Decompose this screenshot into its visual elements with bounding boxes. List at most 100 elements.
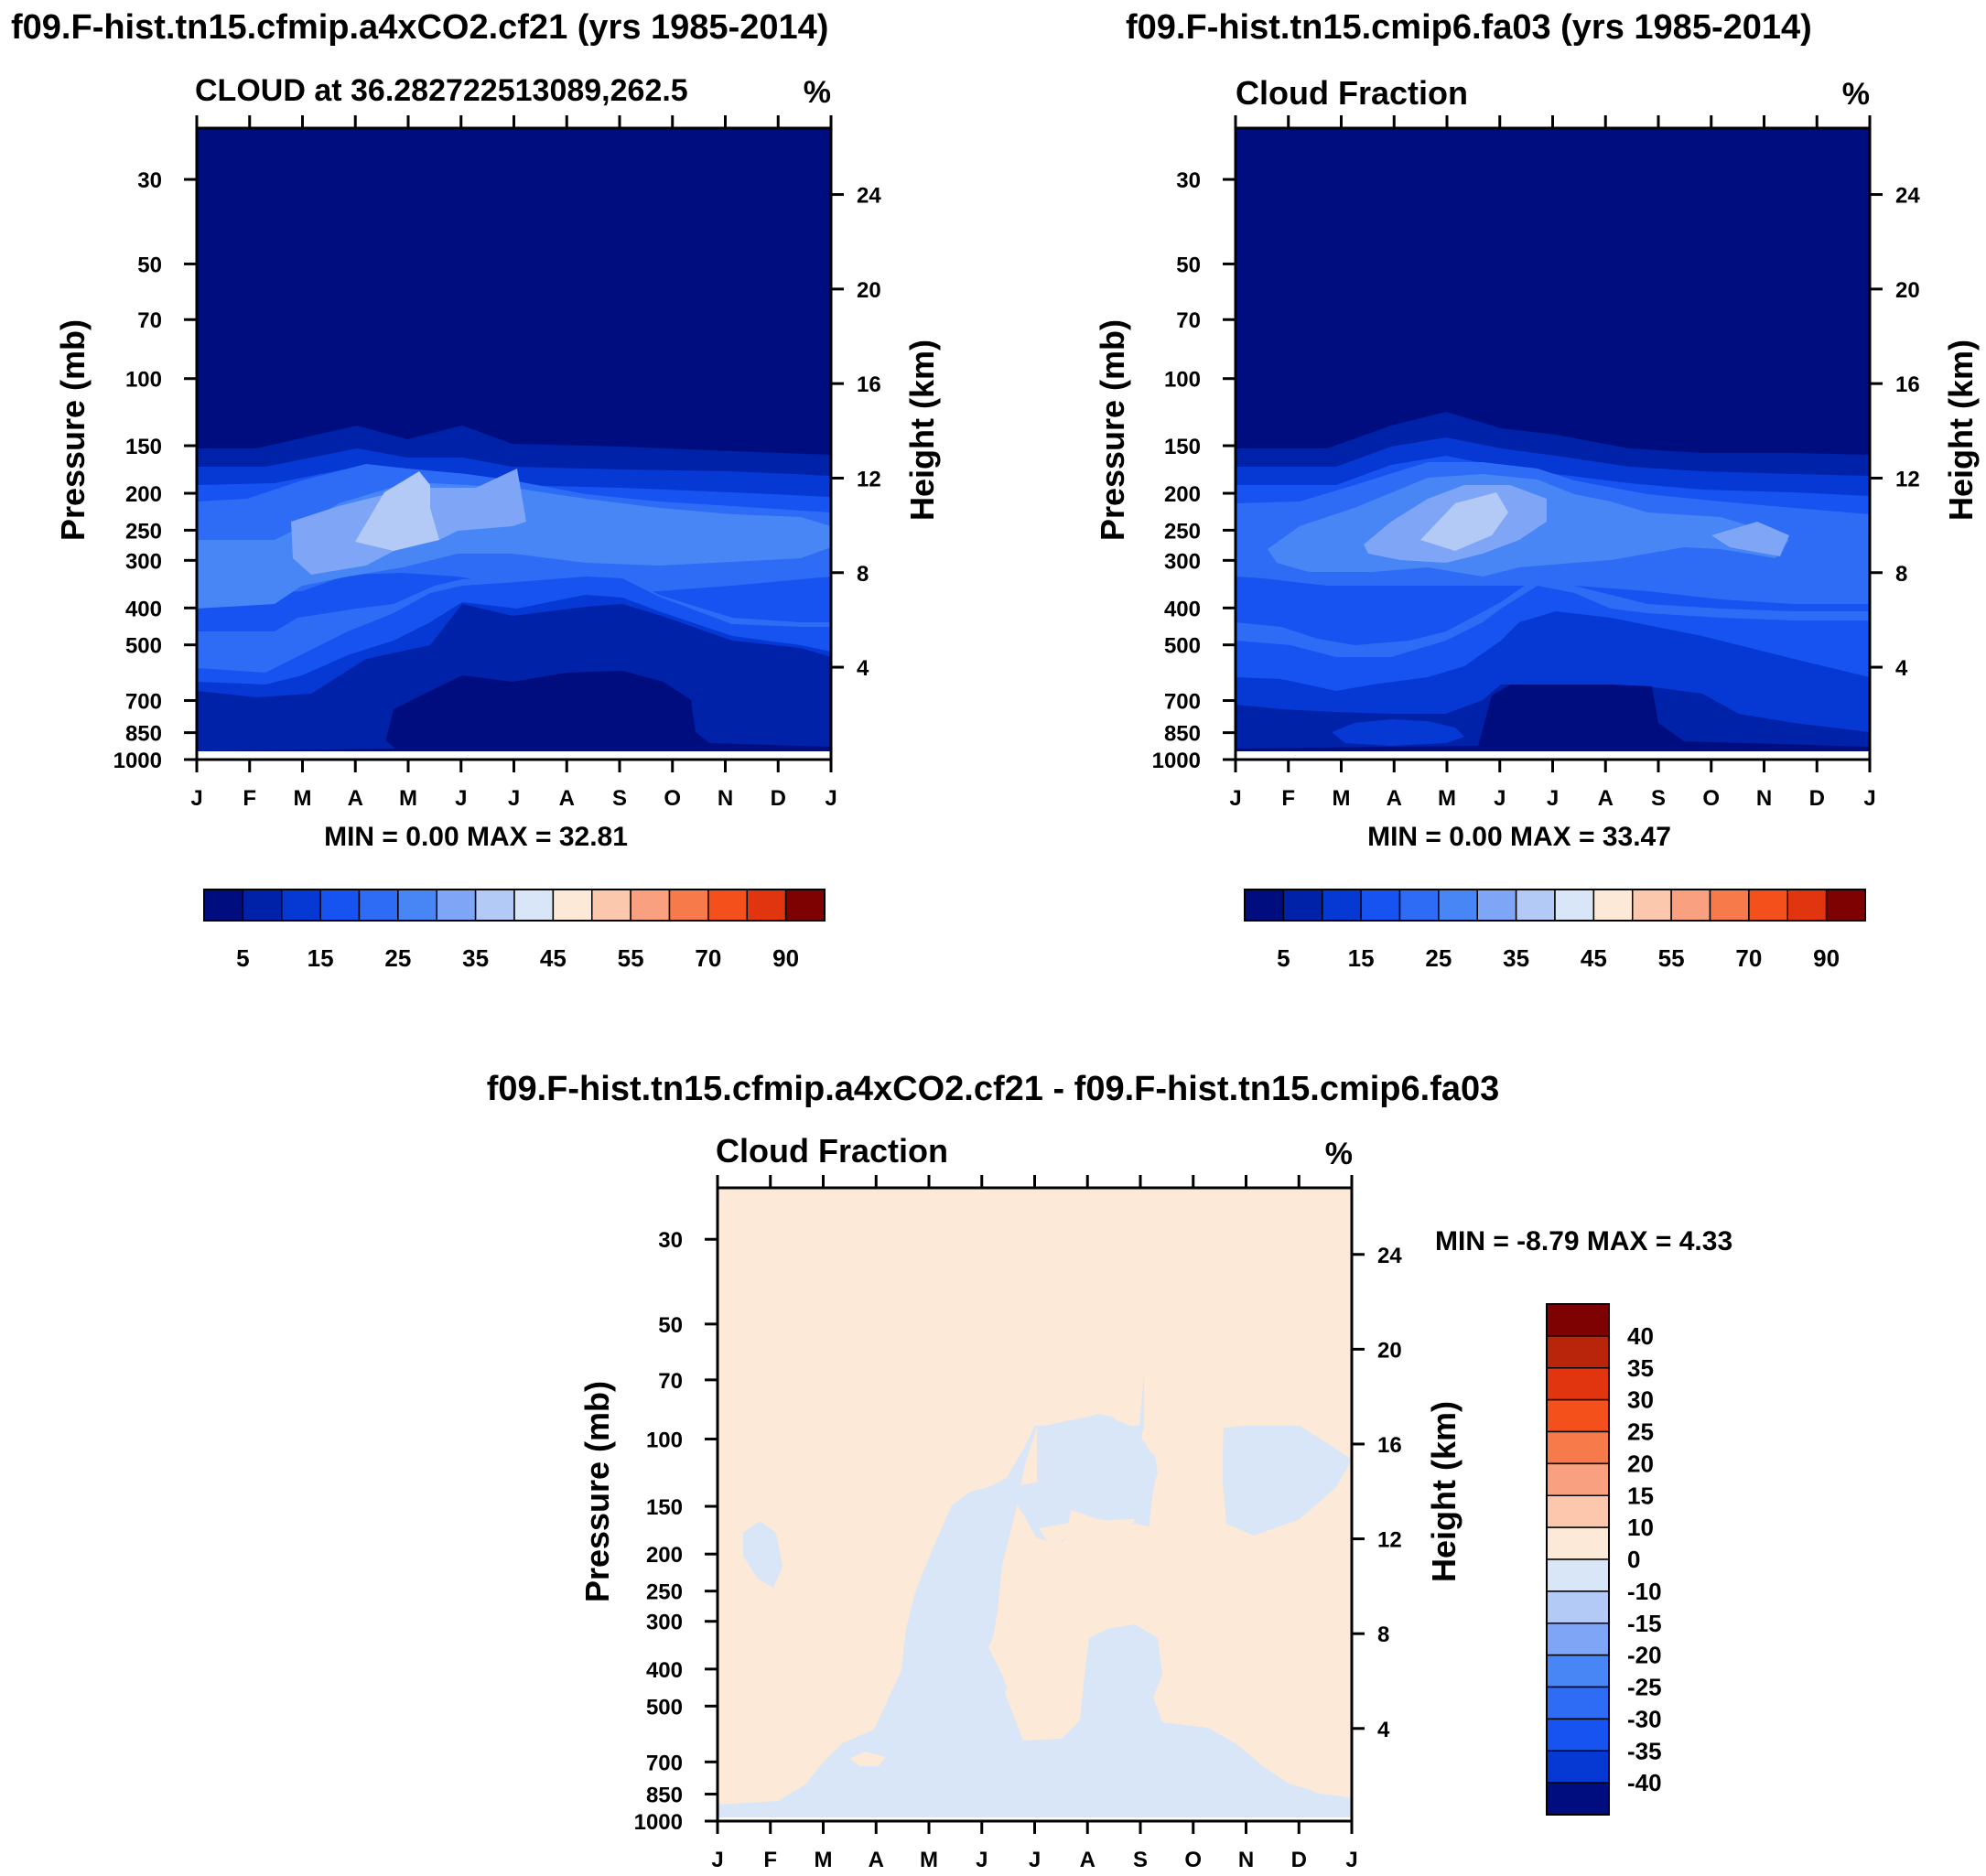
colorbar-box [1244, 889, 1285, 922]
x-tick-label: M [1333, 786, 1351, 811]
panel-2-units: % [1842, 77, 1870, 112]
colorbar-box [1546, 1398, 1610, 1433]
colorbar-box [552, 889, 593, 922]
panel-3-ylabel: Pressure (mb) [578, 1381, 616, 1602]
x-tick-label: F [763, 1848, 777, 1872]
colorbar-box [1546, 1335, 1610, 1369]
y-right-tick-label: 12 [857, 467, 881, 491]
panel-2-band-7b [1711, 522, 1789, 556]
colorbar-label: -35 [1627, 1737, 1662, 1764]
colorbar-box [707, 889, 748, 922]
colorbar-box [1322, 889, 1362, 922]
colorbar-box [281, 889, 321, 922]
colorbar-box [1546, 1558, 1610, 1592]
colorbar-box [746, 889, 787, 922]
colorbar-box [1546, 1303, 1610, 1337]
x-tick-label: O [1702, 786, 1720, 811]
x-tick-label: J [190, 786, 202, 811]
panel-3-hole-3 [849, 1752, 886, 1766]
y-right-tick-label: 12 [1377, 1528, 1402, 1553]
colorbar-label: 0 [1627, 1546, 1640, 1573]
panel-2-ylabel: Pressure (mb) [1094, 319, 1131, 541]
x-tick-label: J [1494, 786, 1506, 811]
x-tick-label: J [711, 1848, 723, 1872]
colorbar-label: 15 [308, 944, 334, 972]
x-tick-label: J [455, 786, 467, 811]
x-tick-label: D [1291, 1848, 1307, 1872]
panel-3-contour-fill [718, 1188, 1352, 1823]
x-tick-label: M [815, 1848, 833, 1872]
colorbar-label: 30 [1627, 1386, 1654, 1414]
y-tick-label: 100 [1164, 368, 1201, 393]
colorbar-box [1546, 1686, 1610, 1720]
colorbar-label: 20 [1627, 1450, 1654, 1477]
x-tick-label: M [399, 786, 417, 811]
panel-3: f09.F-hist.tn15.cfmip.a4xCO2.cf21 - f09.… [487, 1070, 1732, 1872]
colorbar-box [1554, 889, 1595, 922]
y-tick-label: 200 [125, 482, 162, 507]
y-right-tick-label: 8 [857, 562, 869, 587]
x-tick-label: A [559, 786, 575, 811]
x-tick-label: A [348, 786, 363, 811]
colorbar-frame [203, 889, 826, 922]
panel-3-blob-left [743, 1521, 783, 1588]
y-right-tick-label: 8 [1895, 562, 1907, 587]
colorbar-label: 25 [384, 944, 411, 972]
colorbar-box [1546, 1367, 1610, 1401]
panel-1-title: f09.F-hist.tn15.cfmip.a4xCO2.cf21 (yrs 1… [11, 8, 828, 47]
panel-2-band-13b [1236, 685, 1870, 755]
panel-3-title: f09.F-hist.tn15.cfmip.a4xCO2.cf21 - f09.… [487, 1070, 1500, 1108]
x-tick-label: S [1133, 1848, 1148, 1872]
colorbar-box [1515, 889, 1556, 922]
colorbar-label: 70 [1735, 944, 1762, 972]
colorbar-box [1360, 889, 1401, 922]
colorbar-box [630, 889, 671, 922]
colorbar-box [1546, 1462, 1610, 1496]
y-tick-label: 1000 [113, 749, 162, 773]
y-tick-label: 1000 [1152, 749, 1201, 773]
x-tick-label: S [1651, 786, 1666, 811]
colorbar-box [1670, 889, 1711, 922]
colorbar-label: 5 [1277, 944, 1290, 972]
colorbar-label: -15 [1627, 1610, 1662, 1637]
y-tick-label: 70 [1176, 308, 1201, 333]
y-tick-label: 700 [1164, 690, 1201, 715]
y-tick-label: 150 [646, 1495, 683, 1520]
panel-2-axes: J F M A M J J A S O N D J 30 50 70 100 150 200 250 300 400 500… [1152, 115, 1920, 811]
y-tick-label: 1000 [634, 1810, 683, 1835]
x-tick-label: F [1281, 786, 1295, 811]
y-right-tick-label: 24 [1895, 184, 1920, 209]
y-tick-label: 30 [137, 168, 162, 193]
x-tick-label: J [825, 786, 836, 811]
panel-3-minmax: MIN = -8.79 MAX = 4.33 [1435, 1226, 1732, 1256]
colorbar-label: 35 [1503, 944, 1529, 972]
panel-1-subtitle: CLOUD at 36.282722513089,262.5 [195, 73, 688, 108]
colorbar-box [1546, 1654, 1610, 1688]
panel-1-band-13 [197, 671, 831, 755]
colorbar-box [1546, 1782, 1610, 1816]
x-tick-label: J [1547, 786, 1559, 811]
panel-1-ylabel-right: Height (km) [903, 340, 941, 521]
y-right-tick-label: 20 [1895, 278, 1920, 303]
x-tick-label: F [243, 786, 256, 811]
colorbar-label: -20 [1627, 1642, 1662, 1669]
y-tick-label: 850 [125, 722, 162, 747]
panel-3-hole-4 [1283, 1750, 1307, 1766]
panel-3-region-neg-col [1007, 1373, 1155, 1545]
y-tick-label: 250 [646, 1580, 683, 1605]
panel-2-contour-fill [1236, 128, 1870, 757]
x-tick-label: D [771, 786, 786, 811]
colorbar-frame [1244, 889, 1866, 922]
colorbar-label: 25 [1627, 1418, 1654, 1446]
panel-1-band-14 [197, 739, 395, 751]
x-tick-label: M [1438, 786, 1456, 811]
colorbar-box [1282, 889, 1323, 922]
y-tick-label: 50 [1176, 253, 1201, 277]
y-right-tick-label: 4 [1377, 1718, 1390, 1742]
colorbar-label: 15 [1627, 1482, 1654, 1509]
y-tick-label: 300 [125, 549, 162, 574]
y-right-tick-label: 24 [1377, 1244, 1402, 1268]
panel-2-subtitle: Cloud Fraction [1236, 74, 1468, 112]
colorbar-box [436, 889, 477, 922]
y-tick-label: 500 [1164, 634, 1201, 659]
